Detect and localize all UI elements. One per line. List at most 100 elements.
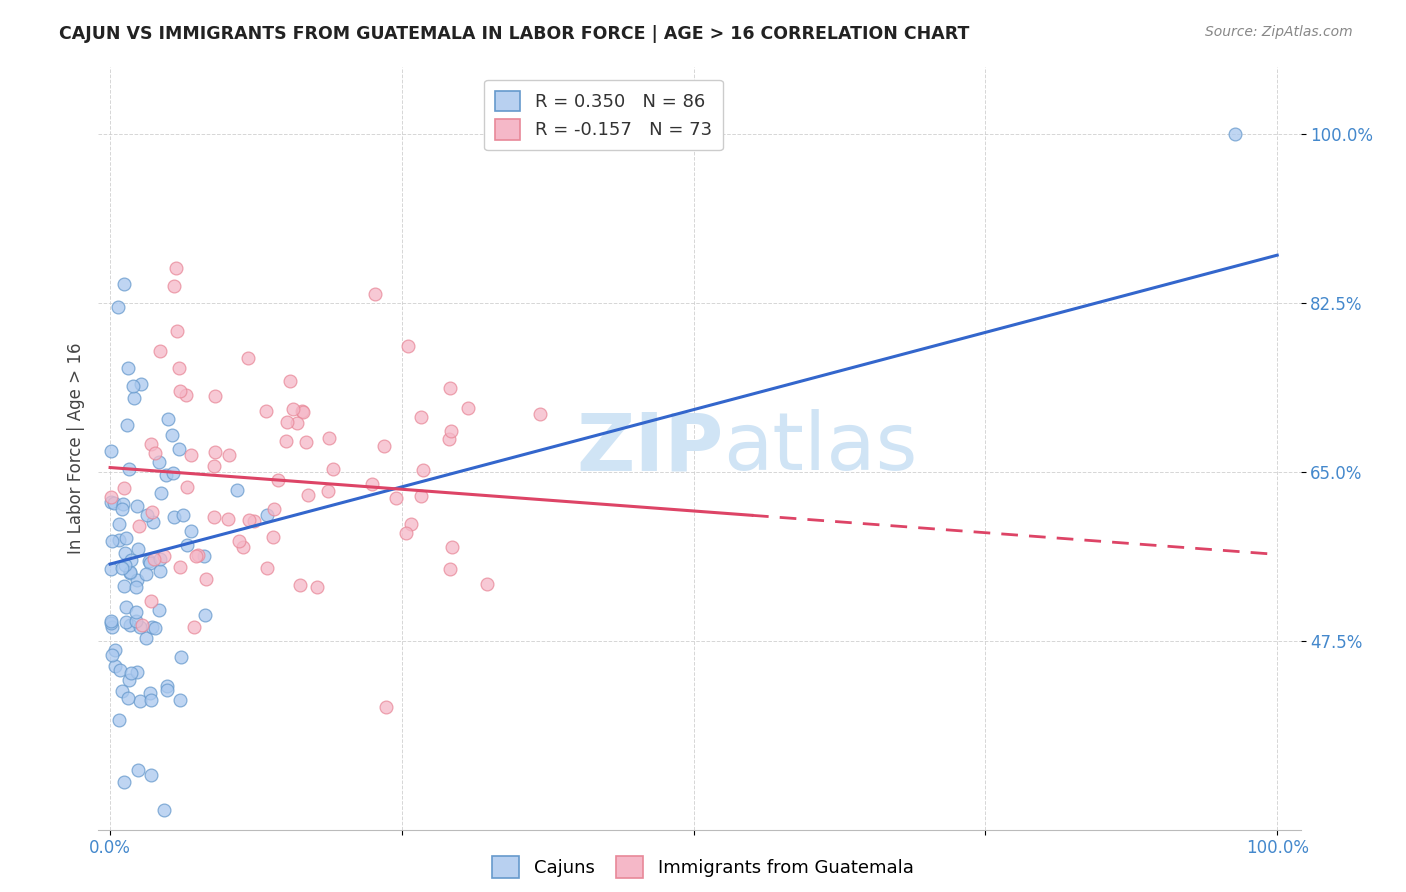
Point [176, 480, 198, 494]
Point [120, 565, 142, 579]
Point [155, 467, 177, 482]
Point [288, 578, 311, 592]
Point [375, 700, 398, 714]
Point [218, 449, 240, 463]
Point [100, 495, 122, 509]
Point [170, 650, 193, 665]
Point [276, 415, 298, 429]
Point [263, 502, 285, 516]
Point [100, 562, 122, 576]
Point [143, 552, 166, 566]
Point [294, 435, 316, 450]
Point [180, 448, 202, 462]
Point [156, 412, 179, 426]
Point [139, 686, 162, 700]
Point [163, 510, 186, 524]
Point [228, 533, 250, 548]
Point [129, 376, 152, 391]
Point [149, 552, 172, 566]
Point [114, 546, 136, 560]
Point [412, 463, 434, 477]
Point [202, 509, 225, 524]
Point [108, 516, 131, 531]
Point [167, 442, 190, 456]
Point [217, 512, 239, 526]
Point [127, 542, 149, 557]
Point [103, 496, 125, 510]
Point [305, 580, 328, 594]
Point [112, 497, 135, 511]
Point [124, 614, 146, 628]
Point [384, 491, 406, 505]
Point [411, 489, 433, 503]
Point [204, 445, 226, 459]
Point [156, 679, 179, 693]
Legend: R = 0.350   N = 86, R = -0.157   N = 73: R = 0.350 N = 86, R = -0.157 N = 73 [484, 79, 723, 151]
Point [169, 384, 191, 398]
Text: ZIP: ZIP [576, 409, 724, 487]
Point [202, 458, 225, 473]
Point [125, 665, 148, 680]
Point [172, 508, 194, 523]
Point [395, 525, 418, 540]
Point [238, 513, 260, 527]
Point [143, 621, 166, 635]
Point [108, 663, 131, 677]
Point [111, 560, 134, 574]
Point [297, 488, 319, 502]
Point [129, 620, 152, 634]
Point [529, 407, 551, 421]
Point [267, 474, 290, 488]
Point [152, 803, 174, 817]
Point [120, 666, 142, 681]
Point [204, 389, 226, 403]
Point [125, 500, 148, 514]
Point [169, 559, 191, 574]
Point [194, 573, 217, 587]
Point [439, 381, 461, 395]
Point [165, 260, 187, 275]
Point [194, 607, 217, 622]
Point [114, 615, 136, 630]
Point [118, 618, 141, 632]
Point [193, 549, 215, 563]
Point [101, 534, 124, 549]
Point [174, 387, 197, 401]
Point [124, 580, 146, 594]
Point [100, 614, 122, 628]
Point [318, 431, 340, 445]
Point [122, 391, 145, 405]
Point [262, 530, 284, 544]
Point [322, 461, 344, 475]
Point [115, 599, 138, 614]
Point [139, 594, 162, 608]
Point [112, 481, 135, 495]
Point [242, 514, 264, 528]
Point [149, 344, 172, 359]
Point [142, 515, 165, 529]
Point [139, 693, 162, 707]
Point [112, 277, 135, 292]
Point [176, 539, 198, 553]
Point [114, 558, 136, 572]
Point [117, 691, 139, 706]
Point [118, 673, 141, 687]
Point [364, 286, 387, 301]
Point [156, 683, 179, 698]
Point [138, 554, 160, 568]
Point [104, 643, 127, 657]
Point [128, 519, 150, 533]
Point [120, 553, 142, 567]
Point [135, 631, 157, 645]
Point [160, 427, 183, 442]
Point [148, 603, 170, 617]
Point [477, 577, 499, 591]
Point [112, 774, 135, 789]
Point [256, 561, 278, 575]
Point [401, 517, 423, 532]
Point [108, 533, 131, 548]
Point [100, 648, 122, 662]
Point [111, 684, 134, 698]
Point [439, 561, 461, 575]
Point [125, 573, 148, 587]
